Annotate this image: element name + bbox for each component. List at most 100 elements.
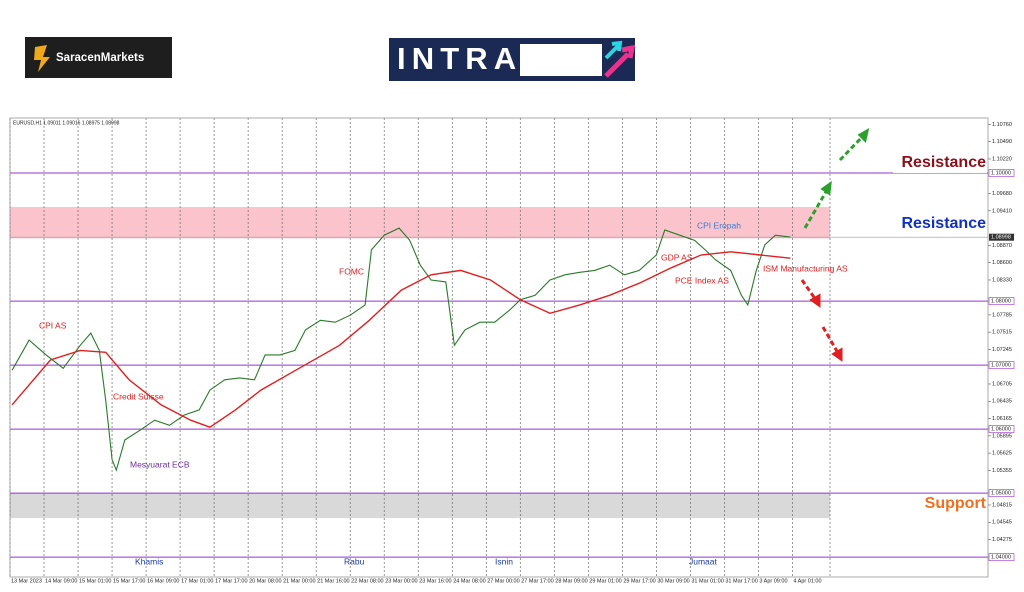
arrow-down: [821, 326, 840, 354]
x-tick-label: 3 Apr 09:00: [759, 578, 787, 584]
level-tag: [988, 553, 1015, 561]
day-label: Isnin: [495, 556, 513, 566]
chart-title: EURUSD,H1 1.09011 1.09016 1.08975 1.0899…: [13, 120, 120, 126]
x-tick-label: 27 Mar 17:00: [521, 578, 553, 584]
x-tick-label: 24 Mar 08:00: [453, 578, 485, 584]
y-tick-label: 1.05625: [992, 451, 1012, 457]
badge-highlight: [520, 44, 602, 76]
y-tick-label: 1.08870: [992, 243, 1012, 249]
label-bg: [893, 214, 987, 234]
x-tick-label: 21 Mar 16:00: [317, 578, 349, 584]
arrow-up: [803, 189, 829, 229]
x-tick-label: 17 Mar 17:00: [215, 578, 247, 584]
brand-name: SaracenMarkets: [56, 52, 144, 64]
arrow-head: [831, 347, 843, 362]
day-label: Jumaat: [689, 556, 718, 566]
level-tag: [988, 425, 1015, 433]
x-tick-label: 23 Mar 00:00: [385, 578, 417, 584]
x-tick-label: 29 Mar 01:00: [589, 578, 621, 584]
x-tick-label: 22 Mar 08:00: [351, 578, 383, 584]
x-tick-label: 31 Mar 01:00: [691, 578, 723, 584]
arrow-head: [820, 180, 832, 196]
y-tick-label: 1.07515: [992, 330, 1012, 336]
x-tick-label: 14 Mar 09:00: [45, 578, 77, 584]
y-tick-label: 1.04275: [992, 537, 1012, 543]
y-tick-label: 1.06165: [992, 416, 1012, 422]
y-tick-label: 1.05895: [992, 433, 1012, 439]
level-tag: [988, 297, 1015, 305]
y-tick-label: 1.06705: [992, 381, 1012, 387]
y-tick-label: 1.08600: [992, 260, 1012, 266]
day-label: Khamis: [135, 556, 163, 566]
y-tick-label: 1.06435: [992, 399, 1012, 405]
series-line: [11, 251, 791, 428]
y-tick-label: 1.07785: [992, 312, 1012, 318]
level-tag: [988, 361, 1015, 369]
y-tick-label: 1.08330: [992, 277, 1012, 283]
x-tick-label: 4 Apr 01:00: [793, 578, 821, 584]
x-tick-label: 16 Mar 09:00: [147, 578, 179, 584]
x-tick-label: 15 Mar 01:00: [79, 578, 111, 584]
zone-labels: Resistance Resistance Support: [893, 153, 987, 514]
y-tick-label: 1.04545: [992, 520, 1012, 526]
zone-label: Resistance: [902, 215, 987, 232]
x-tick-label: 23 Mar 16:00: [419, 578, 451, 584]
y-tick-label: 1.10760: [992, 122, 1012, 128]
zone-label: Support: [925, 495, 987, 512]
x-tick-label: 27 Mar 00:00: [487, 578, 519, 584]
x-tick-label: 29 Mar 17:00: [623, 578, 655, 584]
plot-frame: [9, 117, 989, 578]
annotation: FOMC: [339, 266, 364, 276]
arrow-up: [838, 133, 866, 162]
annotations: CPI AS Credit Suisse Mesyuarat ECB FOMC …: [39, 220, 848, 566]
x-tick-label: 20 Mar 08:00: [249, 578, 281, 584]
brand-logo: SaracenMarkets: [25, 37, 172, 78]
label-bg: [918, 494, 987, 514]
label-bg: [893, 153, 987, 173]
zone: [10, 206, 830, 239]
level-label: 1.06000: [991, 427, 1011, 433]
x-tick-label: 31 Mar 17:00: [725, 578, 757, 584]
annotation: GDP AS: [661, 252, 693, 262]
y-tick-label: 1.05355: [992, 468, 1012, 474]
level-tag: [988, 489, 1015, 497]
badge-text: INTRADAY: [397, 41, 597, 76]
level-label: 1.08000: [991, 299, 1011, 305]
brand-icon: [34, 45, 50, 72]
annotation: CPI Eropah: [697, 220, 741, 230]
x-tick-label: 17 Mar 01:00: [181, 578, 213, 584]
annotation: CPI AS: [39, 320, 67, 330]
day-label: Rabu: [344, 556, 365, 566]
x-tick-label: 21 Mar 00:00: [283, 578, 315, 584]
x-tick-label: 13 Mar 2023: [11, 578, 42, 584]
y-tick-label: 1.09680: [992, 191, 1012, 197]
annotation: Credit Suisse: [113, 391, 164, 401]
annotation: PCE Index AS: [675, 275, 729, 285]
y-tick-label: 1.04815: [992, 502, 1012, 508]
y-tick-label: 1.10490: [992, 139, 1012, 145]
zone-label: Resistance: [902, 154, 987, 171]
level-label: 1.10000: [991, 171, 1011, 177]
series-line: [11, 227, 791, 472]
level-label: 1.07000: [991, 363, 1011, 369]
zone: [10, 493, 830, 519]
level-tag: [988, 169, 1015, 177]
annotation: ISM Manufacturing AS: [763, 263, 848, 273]
y-tick-label: 1.10220: [992, 156, 1012, 162]
badge-arrow: [604, 40, 623, 60]
y-tick-label: 1.07245: [992, 347, 1012, 353]
level-label: 1.05000: [991, 491, 1011, 497]
x-tick-label: 15 Mar 17:00: [113, 578, 145, 584]
y-tick-label: 1.09410: [992, 208, 1012, 214]
badge-arrow: [604, 44, 636, 78]
x-tick-label: 28 Mar 09:00: [555, 578, 587, 584]
price-label: 1.08998: [991, 235, 1011, 241]
arrow-down: [800, 279, 818, 301]
x-tick-label: 30 Mar 09:00: [657, 578, 689, 584]
price-tag: [989, 233, 1014, 241]
badge: INTRADAY: [389, 38, 636, 81]
arrow-head: [809, 293, 821, 308]
forecast-arrows: [800, 128, 870, 362]
arrow-head: [857, 128, 870, 143]
